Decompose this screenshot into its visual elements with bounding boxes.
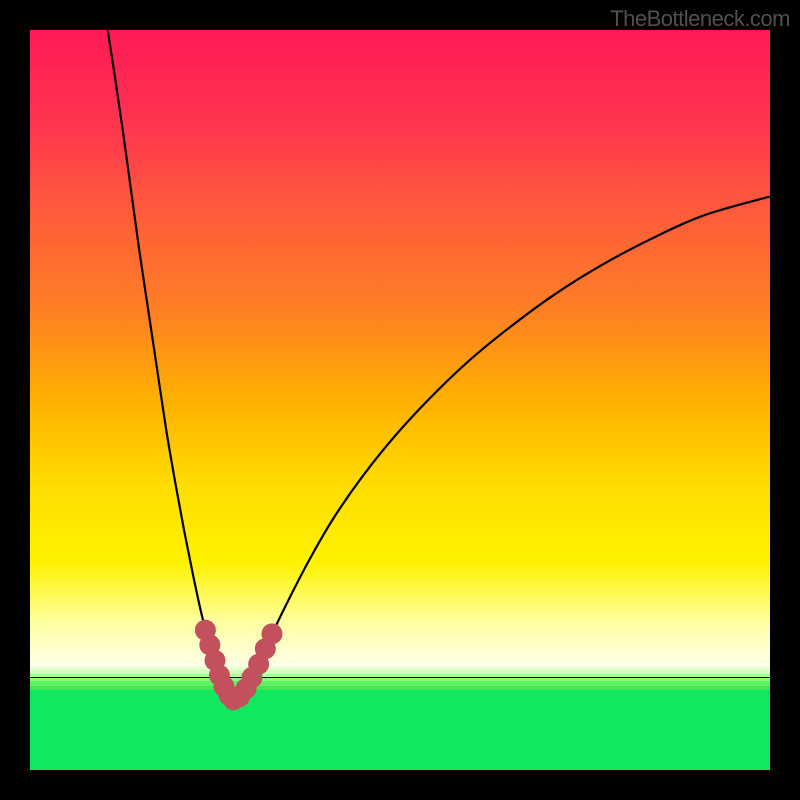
curve-marker	[261, 623, 282, 644]
curve-markers	[195, 620, 283, 711]
curve-layer	[30, 30, 770, 770]
chart-plot-area	[30, 30, 770, 770]
bottleneck-curve	[108, 30, 770, 700]
attribution-text: TheBottleneck.com	[610, 6, 790, 32]
